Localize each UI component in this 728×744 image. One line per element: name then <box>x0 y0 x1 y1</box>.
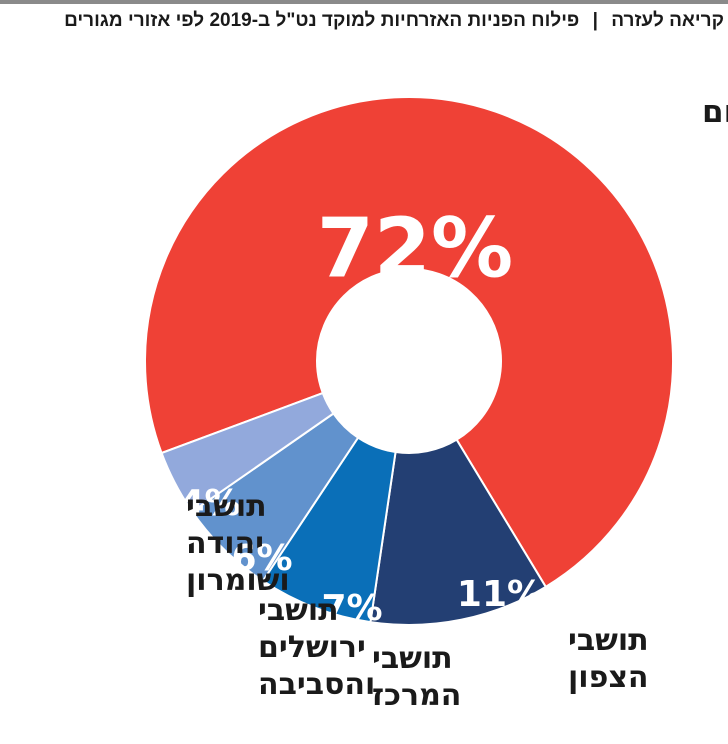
slice-5 <box>160 391 335 514</box>
slice-value-label-2: 11% <box>457 574 543 615</box>
top-rule <box>0 0 728 4</box>
slice-region-label-2: תושבי הצפון <box>568 623 649 695</box>
slice-value-label-3: 7% <box>321 588 382 629</box>
slice-2 <box>369 438 548 626</box>
slice-region-label-3: תושבי המרכז <box>372 641 461 713</box>
slice-1 <box>144 96 674 589</box>
slice-region-label-4: תושבי ירושלים והסביבה <box>258 593 375 702</box>
header-separator: | <box>592 10 598 31</box>
slice-region-label-1: תושבי הדרום <box>702 94 728 130</box>
chart-title: פילוח הפניות האזרחיות למוקד נט"ל ב-2019 … <box>64 10 580 31</box>
slice-value-label-1: 72% <box>317 201 513 296</box>
header-category: קריאה לעזרה <box>611 10 724 31</box>
slice-region-label-5: תושבי יהודה ושומרון <box>186 489 290 598</box>
slice-value-label-5: 4% <box>179 483 240 524</box>
slice-value-label-4: 6% <box>231 538 292 579</box>
chart-header: קריאה לעזרה | פילוח הפניות האזרחיות למוק… <box>4 10 724 32</box>
